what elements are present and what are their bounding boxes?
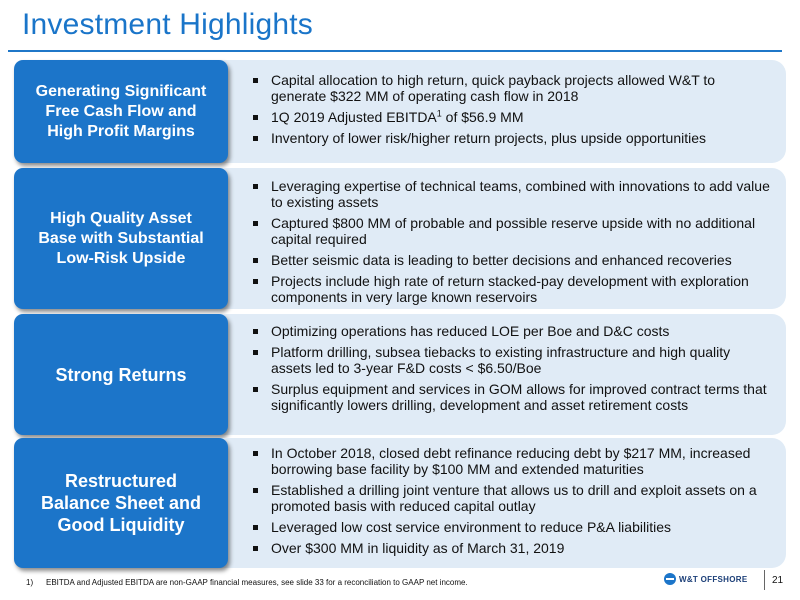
bullet-text: 1Q 2019 Adjusted EBITDA xyxy=(271,109,437,125)
page-number: 21 xyxy=(772,575,784,586)
section-label-box: Strong Returns xyxy=(14,314,228,435)
bullet-item: Projects include high rate of return sta… xyxy=(250,273,774,305)
bullet-item: Inventory of lower risk/higher return pr… xyxy=(250,130,774,146)
page-title: Investment Highlights xyxy=(22,8,314,41)
section-label: Restructured Balance Sheet and Good Liqu… xyxy=(40,471,202,535)
section-label: High Quality Asset Base with Substantial… xyxy=(38,209,204,267)
bullet-item: Platform drilling, subsea tiebacks to ex… xyxy=(250,344,774,376)
bullet-item: Better seismic data is leading to better… xyxy=(250,252,774,268)
title-divider xyxy=(8,50,782,52)
footnote: 1) EBITDA and Adjusted EBITDA are non-GAA… xyxy=(26,578,468,587)
section-label: Generating Significant Free Cash Flow an… xyxy=(35,82,207,140)
footnote-marker: 1 xyxy=(436,108,442,119)
company-logo: W&T OFFSHORE xyxy=(664,573,747,585)
section-label-box: Generating Significant Free Cash Flow an… xyxy=(14,60,228,163)
bullet-list: In October 2018, closed debt refinance r… xyxy=(250,445,774,561)
bullet-item: Optimizing operations has reduced LOE pe… xyxy=(250,323,774,339)
footer-divider xyxy=(764,570,765,590)
bullet-list: Optimizing operations has reduced LOE pe… xyxy=(250,323,774,418)
bullet-item: Captured $800 MM of probable and possibl… xyxy=(250,215,774,247)
highlight-section-asset-base: High Quality Asset Base with Substantial… xyxy=(14,168,786,309)
highlight-section-cash-flow: Generating Significant Free Cash Flow an… xyxy=(14,60,786,163)
bullet-item: Leveraged low cost service environment t… xyxy=(250,519,774,535)
section-panel xyxy=(202,438,786,568)
highlight-section-strong-returns: Strong Returns Optimizing operations has… xyxy=(14,314,786,435)
bullet-item: Established a drilling joint venture tha… xyxy=(250,482,774,514)
logo-globe-icon xyxy=(664,573,676,585)
footnote-number: 1) xyxy=(26,578,34,587)
bullet-item: 1Q 2019 Adjusted EBITDA1 of $56.9 MM xyxy=(250,109,774,125)
bullet-text: of $56.9 MM xyxy=(441,109,524,125)
bullet-item: Leveraging expertise of technical teams,… xyxy=(250,178,774,210)
section-panel xyxy=(202,168,786,309)
bullet-list: Capital allocation to high return, quick… xyxy=(250,72,774,151)
bullet-item: Capital allocation to high return, quick… xyxy=(250,72,774,104)
bullet-item: Over $300 MM in liquidity as of March 31… xyxy=(250,540,774,556)
bullet-item: Surplus equipment and services in GOM al… xyxy=(250,381,774,413)
section-panel xyxy=(202,314,786,435)
logo-text: W&T OFFSHORE xyxy=(679,574,748,584)
bullet-item: In October 2018, closed debt refinance r… xyxy=(250,445,774,477)
section-label-box: Restructured Balance Sheet and Good Liqu… xyxy=(14,438,228,568)
bullet-list: Leveraging expertise of technical teams,… xyxy=(250,178,774,310)
section-panel xyxy=(202,60,786,163)
section-label-box: High Quality Asset Base with Substantial… xyxy=(14,168,228,309)
highlight-section-balance-sheet: Restructured Balance Sheet and Good Liqu… xyxy=(14,438,786,568)
footnote-text: EBITDA and Adjusted EBITDA are non-GAAP … xyxy=(46,578,468,587)
section-label: Strong Returns xyxy=(55,364,187,385)
